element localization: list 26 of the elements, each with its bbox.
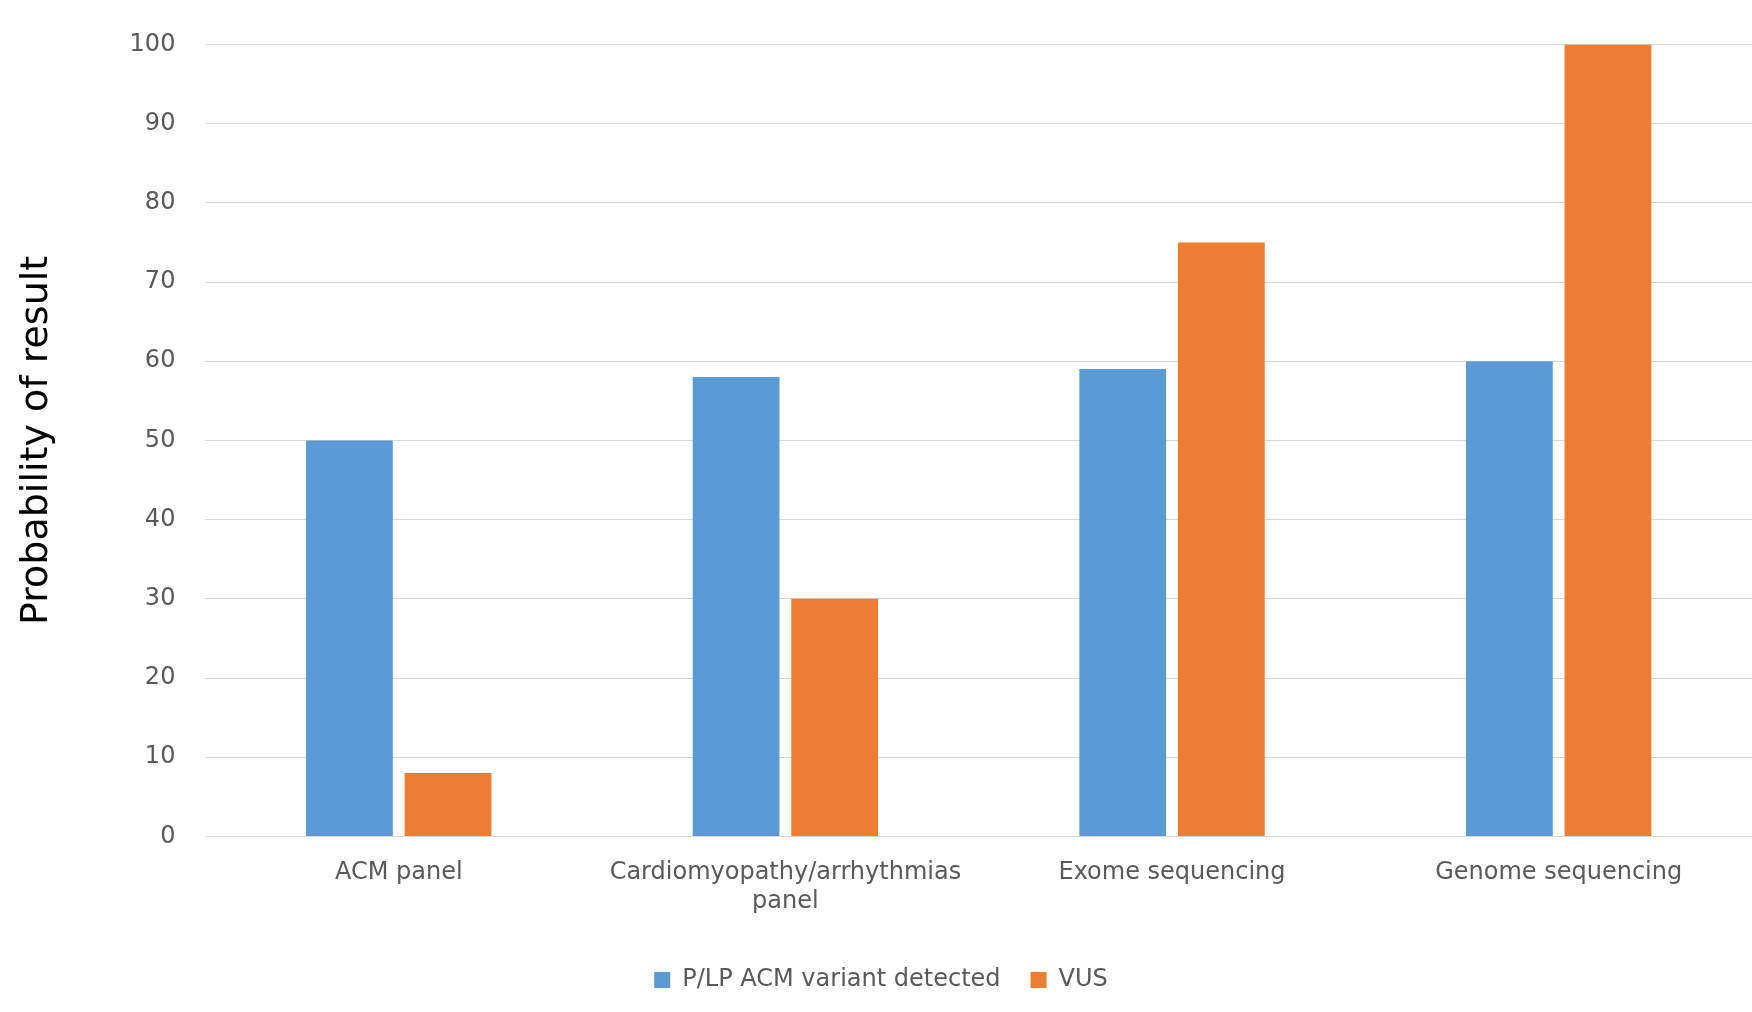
y-tick-label: 100 bbox=[129, 28, 176, 57]
y-tick-label: 70 bbox=[144, 266, 176, 295]
legend-label: VUS bbox=[1058, 964, 1108, 993]
bar bbox=[791, 598, 879, 836]
y-tick-label: 60 bbox=[144, 345, 176, 374]
y-tick-label: 40 bbox=[144, 503, 176, 532]
x-tick-label: ACM panel bbox=[334, 857, 463, 886]
bar bbox=[692, 377, 780, 836]
legend-label: P/LP ACM variant detected bbox=[682, 964, 1001, 993]
y-tick-label: 90 bbox=[144, 107, 176, 136]
y-tick-label: 50 bbox=[144, 424, 176, 453]
y-tick-label: 20 bbox=[144, 662, 176, 691]
bar bbox=[1564, 44, 1652, 836]
x-tick-label: Cardiomyopathy/arrhythmias panel bbox=[609, 857, 962, 914]
bar bbox=[1079, 369, 1167, 836]
bar bbox=[404, 773, 492, 836]
y-tick-label: 30 bbox=[144, 583, 176, 612]
x-tick-label: Genome sequencing bbox=[1435, 857, 1683, 886]
y-axis-title: Probability of result bbox=[11, 255, 56, 625]
y-tick-label: 10 bbox=[144, 741, 176, 770]
x-tick-label: Exome sequencing bbox=[1058, 857, 1286, 886]
y-tick-label: 0 bbox=[160, 820, 176, 849]
y-tick-label: 80 bbox=[144, 187, 176, 216]
bar bbox=[1177, 242, 1265, 836]
bar bbox=[306, 440, 393, 836]
bar bbox=[1466, 361, 1553, 836]
